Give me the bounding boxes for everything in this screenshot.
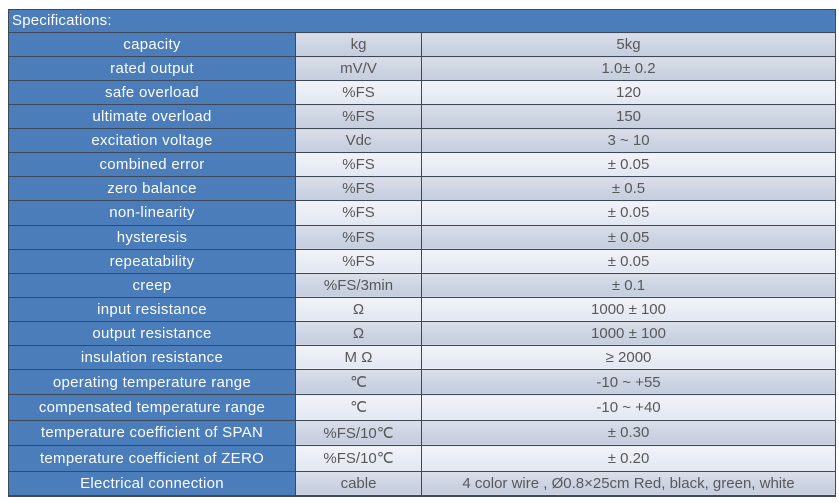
spec-parameter-cell: compensated temperature range (8, 394, 296, 421)
spec-parameter-cell: output resistance (8, 320, 296, 346)
spec-unit-cell: Ω (295, 296, 422, 322)
spec-unit-cell: mV/V (295, 56, 422, 82)
spec-parameter-cell: Electrical connection (8, 470, 296, 497)
spec-unit-cell: Ω (295, 320, 422, 346)
spec-row: zero balance %FS ± 0.5 (8, 176, 837, 202)
spec-row: non-linearity %FS ± 0.05 (8, 200, 837, 226)
spec-row: safe overload %FS 120 (8, 80, 837, 106)
spec-row: compensated temperature range ℃ -10 ~ +4… (8, 394, 837, 421)
spec-parameter-cell: hysteresis (8, 224, 296, 250)
spec-parameter-cell: operating temperature range (8, 368, 296, 396)
spec-unit-cell: kg (295, 31, 422, 58)
spec-value-cell: 150 (420, 104, 837, 130)
spec-value-cell: 5kg (420, 31, 837, 58)
table-body: capacity kg 5kg rated output mV/V 1.0± 0… (8, 31, 837, 497)
spec-parameter-cell: zero balance (8, 176, 296, 202)
spec-value-cell: ± 0.05 (420, 152, 837, 178)
spec-row: input resistance Ω 1000 ± 100 (8, 296, 837, 322)
spec-value-cell: ± 0.30 (420, 419, 837, 447)
spec-value-cell: -10 ~ +55 (420, 368, 837, 396)
spec-unit-cell: ℃ (295, 394, 422, 421)
spec-parameter-cell: non-linearity (8, 200, 296, 226)
spec-unit-cell: %FS (295, 224, 422, 250)
spec-unit-cell: %FS (295, 104, 422, 130)
spec-row: operating temperature range ℃ -10 ~ +55 (8, 368, 837, 396)
spec-value-cell: ± 0.1 (420, 272, 837, 298)
spec-value-cell: -10 ~ +40 (420, 394, 837, 421)
spec-value-cell: ± 0.5 (420, 176, 837, 202)
specifications-table: Specifications: capacity kg 5kg rated ou… (7, 9, 837, 497)
spec-unit-cell: %FS (295, 200, 422, 226)
spec-unit-cell: %FS/10℃ (295, 419, 422, 447)
spec-value-cell: ± 0.05 (420, 248, 837, 274)
spec-value-cell: 4 color wire , Ø0.8×25cm Red, black, gre… (420, 470, 837, 497)
spec-parameter-cell: capacity (8, 31, 296, 58)
spec-parameter-cell: repeatability (8, 248, 296, 274)
spec-parameter-cell: input resistance (8, 296, 296, 322)
spec-value-cell: ≥ 2000 (420, 344, 837, 370)
spec-parameter-cell: insulation resistance (8, 344, 296, 370)
spec-row: output resistance Ω 1000 ± 100 (8, 320, 837, 346)
spec-value-cell: ± 0.05 (420, 224, 837, 250)
spec-row: repeatability %FS ± 0.05 (8, 248, 837, 274)
spec-unit-cell: %FS (295, 152, 422, 178)
spec-row: insulation resistance M Ω ≥ 2000 (8, 344, 837, 370)
spec-parameter-cell: rated output (8, 56, 296, 82)
spec-value-cell: ± 0.05 (420, 200, 837, 226)
spec-row: temperature coefficient of SPAN %FS/10℃ … (8, 419, 837, 447)
spec-unit-cell: M Ω (295, 344, 422, 370)
spec-row: creep %FS/3min ± 0.1 (8, 272, 837, 298)
spec-unit-cell: %FS/10℃ (295, 445, 422, 472)
spec-unit-cell: Vdc (295, 128, 422, 154)
spec-row: Electrical connection cable 4 color wire… (8, 470, 837, 497)
table-header-row: Specifications: (7, 9, 837, 33)
spec-parameter-cell: temperature coefficient of SPAN (8, 419, 296, 447)
spec-row: combined error %FS ± 0.05 (8, 152, 837, 178)
spec-row: ultimate overload %FS 150 (8, 104, 837, 130)
spec-parameter-cell: temperature coefficient of ZERO (8, 445, 296, 472)
spec-parameter-cell: excitation voltage (8, 128, 296, 154)
spec-row: excitation voltage Vdc 3 ~ 10 (8, 128, 837, 154)
spec-row: hysteresis %FS ± 0.05 (8, 224, 837, 250)
spec-unit-cell: %FS (295, 176, 422, 202)
spec-parameter-cell: ultimate overload (8, 104, 296, 130)
spec-value-cell: 1000 ± 100 (420, 296, 837, 322)
spec-row: capacity kg 5kg (8, 31, 837, 58)
spec-unit-cell: cable (295, 470, 422, 497)
spec-unit-cell: %FS (295, 80, 422, 106)
spec-row: rated output mV/V 1.0± 0.2 (8, 56, 837, 82)
spec-unit-cell: %FS (295, 248, 422, 274)
spec-unit-cell: ℃ (295, 368, 422, 396)
spec-parameter-cell: combined error (8, 152, 296, 178)
spec-value-cell: 1.0± 0.2 (420, 56, 837, 82)
spec-value-cell: ± 0.20 (420, 445, 837, 472)
spec-unit-cell: %FS/3min (295, 272, 422, 298)
table-title: Specifications: (7, 9, 837, 33)
spec-parameter-cell: safe overload (8, 80, 296, 106)
spec-value-cell: 120 (420, 80, 837, 106)
spec-row: temperature coefficient of ZERO %FS/10℃ … (8, 445, 837, 472)
spec-parameter-cell: creep (8, 272, 296, 298)
spec-value-cell: 1000 ± 100 (420, 320, 837, 346)
spec-value-cell: 3 ~ 10 (420, 128, 837, 154)
